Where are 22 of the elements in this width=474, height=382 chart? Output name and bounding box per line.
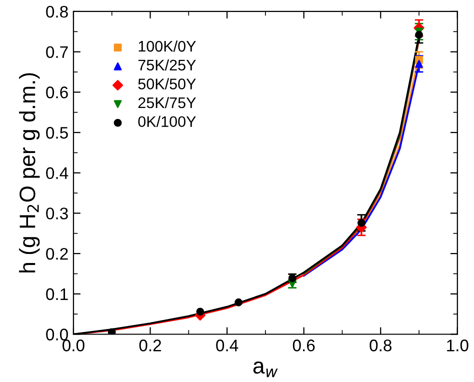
x-tick-label: 0.2 bbox=[139, 340, 162, 352]
legend-label: 0K/100Y bbox=[138, 116, 196, 128]
legend-label: 25K/75Y bbox=[138, 96, 196, 108]
legend-label: 50K/50Y bbox=[138, 78, 196, 90]
y-tick-label: 0.2 bbox=[46, 248, 68, 260]
x-tick-label: 0.6 bbox=[292, 340, 315, 352]
y-tick-label: 0.7 bbox=[46, 46, 68, 58]
y-tick-label: 0.3 bbox=[46, 208, 68, 220]
x-tick-label: 0.8 bbox=[370, 340, 392, 352]
y-tick-label: 0.0 bbox=[46, 328, 68, 340]
x-axis-title: a$_{w}$ bbox=[253, 362, 278, 378]
y-tick-label: 0.1 bbox=[46, 288, 68, 300]
legend-label: 75K/25Y bbox=[138, 59, 196, 71]
y-axis-title: h (g H$_{2}$O per g d.m.) bbox=[19, 73, 40, 272]
y-tick-label: 0.4 bbox=[46, 167, 68, 180]
legend-label: 100K/0Y bbox=[138, 40, 196, 52]
y-tick-label: 0.6 bbox=[46, 86, 68, 98]
x-tick-label: 1.0 bbox=[447, 340, 468, 352]
y-tick-label: 0.5 bbox=[46, 126, 68, 139]
x-tick-label: 0.4 bbox=[216, 340, 238, 352]
x-tick-label: 0.0 bbox=[62, 340, 84, 352]
y-tick-label: 0.8 bbox=[46, 6, 68, 18]
